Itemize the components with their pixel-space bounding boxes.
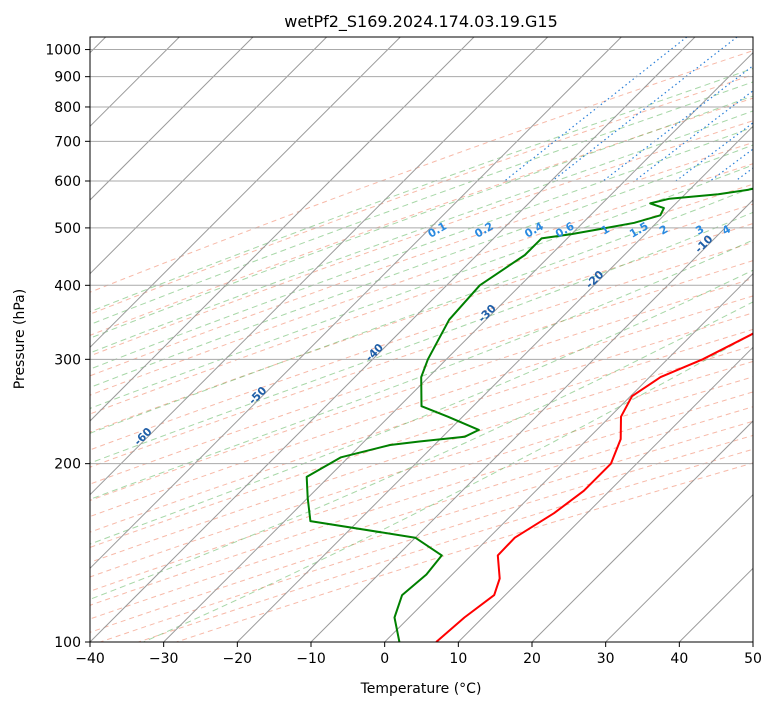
isotherm-line — [531, 420, 753, 642]
isotherm-line — [605, 493, 753, 642]
y-tick-label: 200 — [54, 457, 81, 473]
isotherm-line — [384, 272, 753, 642]
moist-adiabat-line — [90, 95, 753, 339]
x-tick-label: −30 — [149, 651, 179, 667]
plot-area: 0.10.20.40.611.52346810131620253036-100-… — [90, 37, 753, 642]
moist-adiabat-line — [142, 333, 753, 642]
y-tick-label: 100 — [54, 635, 81, 651]
axes: −40 −30 −20 −10 0 10 20 30 40 50 100 200 300 400 500 60… — [45, 43, 762, 667]
dry-adiabat-line — [90, 391, 753, 606]
dry-adiabat-line — [90, 50, 753, 293]
isotherm-line — [90, 37, 696, 642]
isotherm-line — [90, 37, 549, 496]
dry-adiabat-line — [90, 360, 753, 578]
x-tick-label: −20 — [223, 651, 253, 667]
moist-adiabat-line — [90, 126, 753, 370]
temperature-profile-line — [435, 332, 753, 642]
x-tick-label: 50 — [744, 651, 762, 667]
x-tick-label: 20 — [523, 651, 541, 667]
isotherm-line — [90, 37, 401, 349]
isotherm-line — [457, 346, 753, 642]
y-tick-label: 400 — [54, 278, 81, 294]
y-tick-label: 700 — [54, 134, 81, 150]
isotherm-line — [90, 37, 328, 275]
isotherm-line — [163, 51, 753, 642]
dry-adiabat-line — [90, 222, 753, 451]
plot-frame — [89, 36, 754, 643]
dry-adiabat-line — [176, 462, 753, 642]
dry-adiabat-line — [90, 241, 753, 468]
isotherm-line — [90, 37, 254, 201]
moist-adiabat-line — [90, 186, 753, 434]
x-tick-label: 40 — [670, 651, 688, 667]
dry-adiabat-line — [138, 448, 753, 642]
dry-adiabat-line — [90, 141, 753, 377]
isotherm-line — [90, 37, 622, 570]
chart-title: wetPf2_S169.2024.174.03.19.G15 — [284, 12, 558, 32]
dry-adiabat-line — [90, 328, 753, 548]
x-tick-label: −10 — [296, 651, 326, 667]
y-tick-label: 300 — [54, 352, 81, 368]
moist-adiabat-line — [90, 164, 753, 409]
x-tick-label: −40 — [75, 651, 105, 667]
y-axis-title: Pressure (hPa) — [12, 289, 28, 389]
dewpoint-profile-line — [305, 187, 753, 642]
x-axis-title: Temperature (°C) — [360, 681, 482, 697]
dry-adiabat-line — [90, 420, 753, 633]
isotherm-line — [310, 199, 753, 642]
y-tick-label: 500 — [54, 221, 81, 237]
dry-adiabat-line — [90, 97, 753, 336]
y-tick-label: 600 — [54, 174, 81, 190]
dry-adiabat-line — [90, 277, 753, 501]
mixing-ratio-line — [504, 37, 688, 182]
mixing-ratio-line — [634, 89, 753, 182]
y-tick-label: 800 — [54, 100, 81, 116]
isotherm-line — [236, 125, 753, 642]
x-tick-label: 10 — [449, 651, 467, 667]
y-tick-label: 1000 — [45, 43, 81, 59]
isotherm-line — [90, 37, 475, 422]
mixing-ratio-line — [551, 37, 738, 182]
y-tick-label: 900 — [54, 70, 81, 86]
dry-adiabat-line — [90, 74, 753, 315]
moist-adiabat-line — [90, 239, 753, 500]
moist-adiabat-line — [90, 110, 753, 354]
x-tick-label: 0 — [380, 651, 389, 667]
dry-adiabat-line — [90, 163, 753, 396]
x-tick-label: 30 — [597, 651, 615, 667]
